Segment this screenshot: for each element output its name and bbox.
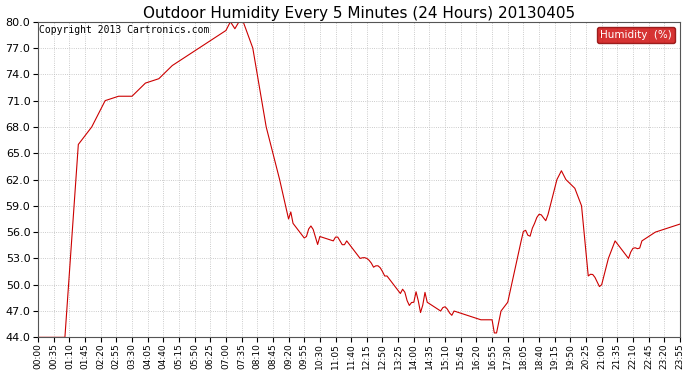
Legend: Humidity  (%): Humidity (%) — [597, 27, 675, 43]
Text: Copyright 2013 Cartronics.com: Copyright 2013 Cartronics.com — [39, 25, 210, 35]
Title: Outdoor Humidity Every 5 Minutes (24 Hours) 20130405: Outdoor Humidity Every 5 Minutes (24 Hou… — [143, 6, 575, 21]
